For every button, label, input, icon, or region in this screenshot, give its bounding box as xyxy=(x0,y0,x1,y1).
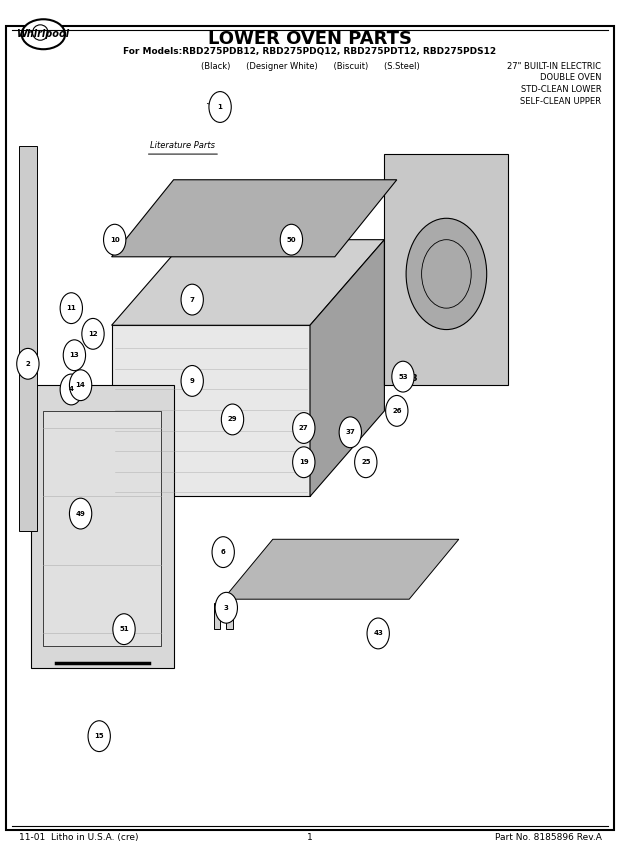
Circle shape xyxy=(60,374,82,405)
Text: Part No. 8185896 Rev.A: Part No. 8185896 Rev.A xyxy=(495,833,601,841)
Text: 37: 37 xyxy=(345,429,355,436)
Circle shape xyxy=(181,366,203,396)
Circle shape xyxy=(293,413,315,443)
Circle shape xyxy=(17,348,39,379)
Circle shape xyxy=(367,618,389,649)
Polygon shape xyxy=(31,385,174,668)
Text: 7: 7 xyxy=(190,296,195,303)
Text: 15: 15 xyxy=(94,733,104,740)
Text: 1: 1 xyxy=(307,833,313,841)
Text: 9: 9 xyxy=(190,377,195,384)
Circle shape xyxy=(221,404,244,435)
Text: 26: 26 xyxy=(392,407,402,414)
Circle shape xyxy=(280,224,303,255)
Circle shape xyxy=(82,318,104,349)
Circle shape xyxy=(104,224,126,255)
Circle shape xyxy=(355,447,377,478)
Text: 43: 43 xyxy=(373,630,383,637)
Circle shape xyxy=(215,592,237,623)
Circle shape xyxy=(209,92,231,122)
Text: 27" BUILT-IN ELECTRIC
DOUBLE OVEN
STD-CLEAN LOWER
SELF-CLEAN UPPER: 27" BUILT-IN ELECTRIC DOUBLE OVEN STD-CL… xyxy=(507,62,601,106)
Text: 29: 29 xyxy=(228,416,237,423)
Circle shape xyxy=(386,395,408,426)
Text: 19: 19 xyxy=(299,459,309,466)
Text: 2: 2 xyxy=(25,360,30,367)
Text: 10: 10 xyxy=(110,236,120,243)
Circle shape xyxy=(293,447,315,478)
Circle shape xyxy=(392,361,414,392)
Text: 13: 13 xyxy=(69,352,79,359)
Circle shape xyxy=(69,370,92,401)
Circle shape xyxy=(113,614,135,645)
Polygon shape xyxy=(112,325,310,496)
Text: 51: 51 xyxy=(119,626,129,633)
Text: 25: 25 xyxy=(361,459,371,466)
Circle shape xyxy=(69,498,92,529)
Circle shape xyxy=(60,293,82,324)
Circle shape xyxy=(63,340,86,371)
Circle shape xyxy=(406,218,487,330)
Polygon shape xyxy=(214,603,232,629)
Text: LOWER OVEN PARTS: LOWER OVEN PARTS xyxy=(208,30,412,48)
Text: 11: 11 xyxy=(66,305,76,312)
Text: 1: 1 xyxy=(218,104,223,110)
Text: Literature Parts: Literature Parts xyxy=(151,141,215,151)
Polygon shape xyxy=(112,180,397,257)
Polygon shape xyxy=(384,154,508,385)
Text: 6: 6 xyxy=(221,549,226,556)
Text: 53: 53 xyxy=(407,374,418,383)
Text: 14: 14 xyxy=(76,382,86,389)
Text: 11-01  Litho in U.S.A. (cre): 11-01 Litho in U.S.A. (cre) xyxy=(19,833,138,841)
Text: 53: 53 xyxy=(398,373,408,380)
Text: 12: 12 xyxy=(88,330,98,337)
Circle shape xyxy=(339,417,361,448)
Text: 50: 50 xyxy=(286,236,296,243)
Polygon shape xyxy=(310,240,384,496)
Text: 27: 27 xyxy=(299,425,309,431)
Text: Whirlpool: Whirlpool xyxy=(17,29,70,39)
Circle shape xyxy=(88,721,110,752)
Polygon shape xyxy=(43,411,161,646)
Text: 49: 49 xyxy=(76,510,86,517)
Bar xyxy=(19,146,37,531)
Ellipse shape xyxy=(33,25,48,40)
Text: 4: 4 xyxy=(69,386,74,393)
Polygon shape xyxy=(223,539,459,599)
Circle shape xyxy=(181,284,203,315)
Text: 50: 50 xyxy=(286,227,297,235)
Ellipse shape xyxy=(22,20,65,50)
Text: 3: 3 xyxy=(224,604,229,611)
Text: For Models:RBD275PDB12, RBD275PDQ12, RBD275PDT12, RBD275PDS12: For Models:RBD275PDB12, RBD275PDQ12, RBD… xyxy=(123,47,497,56)
Polygon shape xyxy=(112,240,384,325)
Circle shape xyxy=(212,537,234,568)
Text: (Black)      (Designer White)      (Biscuit)      (S.Steel): (Black) (Designer White) (Biscuit) (S.St… xyxy=(201,62,419,71)
